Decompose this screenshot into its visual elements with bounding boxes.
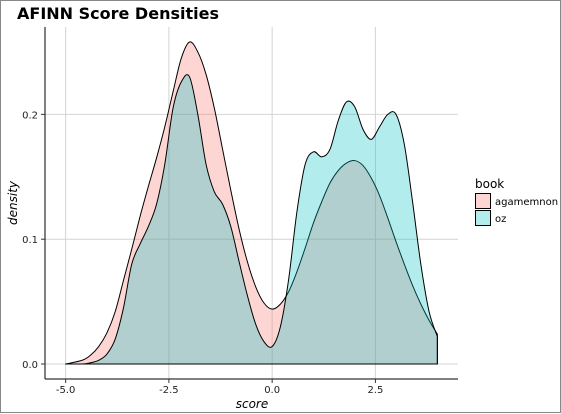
x-tick-label: 0.0 — [264, 385, 280, 396]
legend: book agamemnon oz — [475, 177, 558, 226]
y-tick-label: 0.2 — [22, 110, 38, 121]
legend-key-agamemnon — [475, 193, 491, 209]
legend-label-oz: oz — [495, 214, 506, 225]
y-tick-label: 0.0 — [22, 360, 38, 371]
tick-labels: -5.0 -2.5 0.0 2.5 0.0 0.1 0.2 — [22, 110, 383, 396]
density-areas — [65, 41, 438, 365]
y-tick-label: 0.1 — [22, 235, 38, 246]
x-axis-title: score — [236, 397, 269, 411]
chart-title: AFINN Score Densities — [17, 4, 219, 23]
x-tick-label: -5.0 — [56, 385, 76, 396]
legend-title: book — [475, 177, 504, 191]
legend-key-bg — [475, 193, 491, 209]
x-tick-label: 2.5 — [367, 385, 383, 396]
legend-key-bg — [475, 210, 491, 226]
density-area-agamemnon — [65, 41, 438, 365]
legend-key-oz — [475, 210, 491, 226]
density-area-oz — [65, 74, 438, 365]
x-tick-label: -2.5 — [159, 385, 179, 396]
y-axis-title: density — [6, 180, 20, 225]
axes — [44, 27, 458, 380]
legend-label-agamemnon: agamemnon — [495, 197, 558, 208]
